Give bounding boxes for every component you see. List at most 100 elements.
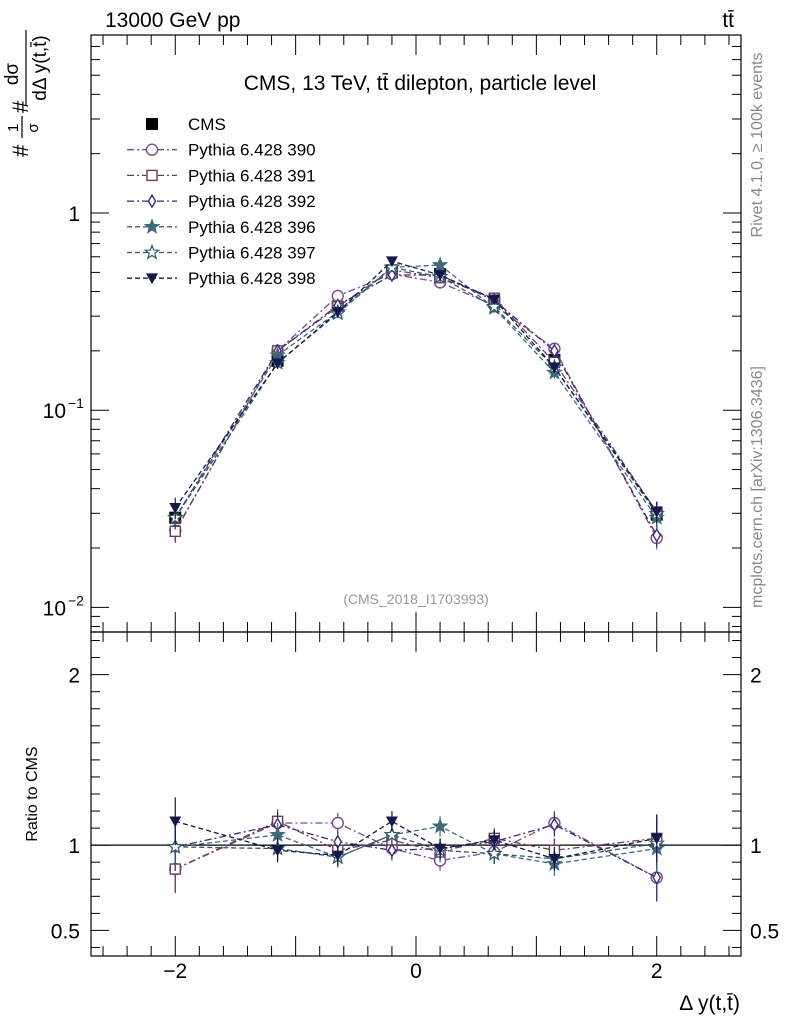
ratio-series-group bbox=[166, 797, 666, 902]
legend-entry: Pythia 6.428 396 bbox=[127, 218, 316, 237]
x-axis-label: Δ y(t,t̄) bbox=[679, 992, 740, 1015]
ratio-series-pythia-398 bbox=[169, 797, 663, 871]
ratio-series-line bbox=[175, 820, 657, 870]
ratio-y-tick-label-right: 0.5 bbox=[750, 920, 779, 943]
ratio-y-tick-label: 2 bbox=[68, 665, 80, 688]
legend-entry: Pythia 6.428 397 bbox=[127, 244, 316, 263]
legend-label: CMS bbox=[188, 115, 226, 134]
main-y-tick-label: 10 −2 bbox=[43, 592, 85, 620]
data-point-marker bbox=[387, 842, 397, 858]
data-point-marker bbox=[652, 870, 662, 885]
data-point-marker bbox=[652, 527, 662, 543]
series-line bbox=[174, 269, 658, 532]
data-point-marker bbox=[147, 193, 157, 209]
data-point-marker bbox=[434, 843, 447, 855]
main-y-tick-base: 10 bbox=[43, 597, 66, 620]
header-channel-label: tt̄ bbox=[722, 9, 734, 32]
data-point-marker bbox=[143, 218, 161, 234]
ratio-series-line bbox=[175, 820, 657, 860]
main-y-tick-label: 10 −1 bbox=[43, 395, 85, 423]
data-point-marker bbox=[488, 294, 501, 306]
y-label-numerator: dσ bbox=[2, 63, 23, 86]
ratio-y-axis-label: Ratio to CMS bbox=[24, 746, 41, 841]
data-point-marker bbox=[485, 845, 503, 861]
main-series-group bbox=[166, 256, 666, 550]
legend-label: Pythia 6.428 390 bbox=[188, 141, 316, 160]
data-point-marker bbox=[550, 343, 559, 359]
data-point-marker bbox=[385, 256, 398, 268]
legend-entry: Pythia 6.428 391 bbox=[127, 166, 316, 185]
data-point-marker bbox=[143, 243, 161, 260]
legend-label: Pythia 6.428 396 bbox=[188, 218, 316, 237]
ratio-series-line bbox=[175, 825, 657, 865]
legend-entry: Pythia 6.428 392 bbox=[127, 192, 316, 211]
y-label-prefix: # bbox=[8, 144, 33, 157]
data-point-marker bbox=[548, 854, 561, 865]
y-label-frac-num: 1 bbox=[5, 124, 22, 132]
mcplots-source-label: mcplots.cern.ch [arXiv:1306.3436] bbox=[749, 366, 766, 608]
rivet-version-label: Rivet 4.1.0, ≥ 100k events bbox=[749, 53, 766, 238]
legend-label: Pythia 6.428 397 bbox=[188, 244, 316, 263]
data-point-marker bbox=[385, 816, 398, 828]
x-tick-label: −2 bbox=[163, 960, 187, 983]
data-point-marker bbox=[169, 816, 182, 828]
legend-entry: Pythia 6.428 390 bbox=[127, 141, 316, 160]
data-point-marker bbox=[431, 817, 449, 834]
data-point-marker bbox=[485, 298, 503, 314]
legend-entry: CMS bbox=[146, 115, 226, 134]
legend-label: Pythia 6.428 398 bbox=[188, 269, 316, 288]
series-pythia-396 bbox=[166, 256, 666, 530]
data-point-marker bbox=[650, 507, 663, 518]
main-y-tick-exponent: −2 bbox=[68, 592, 84, 608]
series-line bbox=[174, 264, 658, 519]
x-tick-label: 2 bbox=[651, 960, 663, 983]
series-pythia-398 bbox=[169, 256, 663, 524]
ratio-y-tick-label-right: 2 bbox=[750, 665, 762, 688]
ratio-series-pythia-390 bbox=[169, 811, 663, 902]
main-y-tick-base: 1 bbox=[68, 203, 80, 226]
data-point-marker bbox=[387, 267, 397, 283]
series-cms bbox=[169, 266, 663, 526]
data-point-marker bbox=[383, 826, 401, 842]
data-point-marker bbox=[434, 270, 447, 282]
data-point-marker bbox=[550, 817, 559, 833]
analysis-watermark: (CMS_2018_I1703993) bbox=[343, 591, 489, 607]
main-y-tick-label: 1 bbox=[68, 203, 80, 226]
data-point-marker bbox=[431, 256, 449, 273]
data-point-marker bbox=[548, 362, 561, 374]
series-line bbox=[174, 266, 658, 519]
ratio-series-pythia-391 bbox=[169, 809, 663, 893]
data-point-marker bbox=[331, 307, 344, 318]
ratio-y-tick-label: 1 bbox=[68, 835, 80, 858]
main-y-axis-label: # 1 σ # dσ dΔ y(t,t̄) bbox=[2, 30, 51, 157]
ratio-series-line bbox=[175, 824, 657, 879]
ratio-y-tick-label-right: 1 bbox=[750, 835, 762, 858]
legend-label: Pythia 6.428 391 bbox=[188, 166, 316, 185]
data-point-marker bbox=[331, 850, 344, 862]
ratio-series-pythia-392 bbox=[170, 812, 662, 902]
data-point-marker bbox=[169, 502, 182, 514]
legend: CMS Pythia 6.428 390 Pythia 6.428 391 Pythi… bbox=[127, 115, 316, 288]
y-label-frac-den: σ bbox=[25, 123, 42, 133]
data-point-marker bbox=[331, 816, 344, 830]
x-axis: −2 0 2 bbox=[102, 35, 730, 983]
series-line bbox=[174, 260, 658, 513]
data-point-marker bbox=[488, 835, 501, 847]
y-label-denominator: dΔ y(t,t̄) bbox=[30, 35, 51, 100]
series-line bbox=[174, 274, 658, 536]
header-process-label: 13000 GeV pp bbox=[105, 9, 240, 32]
data-point-marker bbox=[146, 273, 158, 285]
ratio-series-line bbox=[175, 834, 657, 860]
series-line bbox=[174, 273, 658, 539]
series-pythia-391 bbox=[169, 264, 663, 543]
ratio-y-tick-label: 0.5 bbox=[51, 920, 80, 943]
data-point-marker bbox=[271, 358, 284, 370]
data-point-marker bbox=[166, 838, 184, 854]
main-y-tick-exponent: −1 bbox=[68, 395, 84, 411]
ratio-y-axis: 0.5 0.5 1 1 2 2 bbox=[51, 640, 779, 948]
series-pythia-397 bbox=[166, 258, 666, 530]
legend-label: Pythia 6.428 392 bbox=[188, 192, 316, 211]
ratio-plot-frame bbox=[90, 631, 742, 957]
data-point-marker bbox=[650, 833, 663, 845]
